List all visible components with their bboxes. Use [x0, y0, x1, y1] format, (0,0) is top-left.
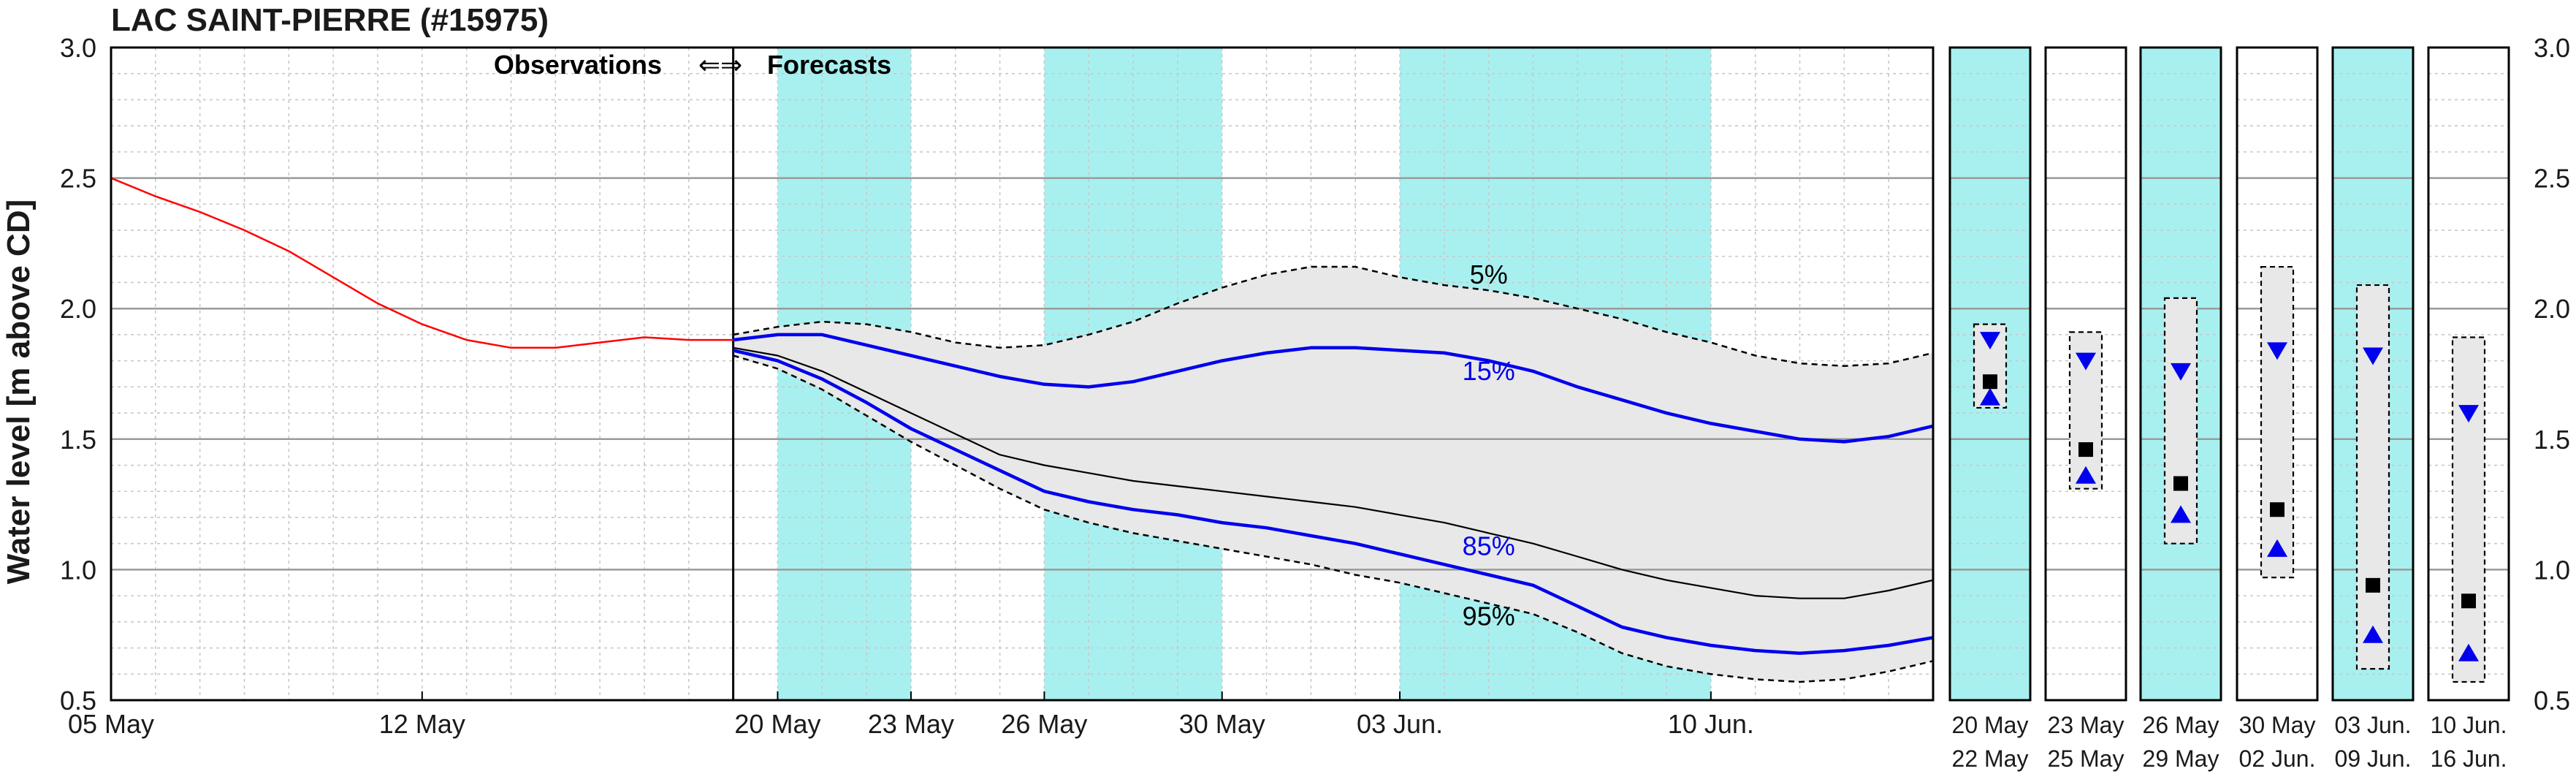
y-tick-label-right: 1.5: [2534, 425, 2570, 455]
divider-labels: Observations ⇐⇒ Forecasts: [494, 50, 891, 80]
panel-start-date: 03 Jun.: [2335, 712, 2412, 738]
panel-median-marker: [2270, 502, 2285, 517]
x-tick-label: 12 May: [379, 709, 465, 739]
y-tick-label-right: 1.0: [2534, 555, 2570, 585]
observations-label: Observations: [494, 50, 662, 80]
y-tick-label-left: 0.5: [60, 686, 96, 716]
line-label-5pct: 5%: [1470, 259, 1508, 289]
panel-range-box: [2355, 284, 2390, 670]
line-label-85pct: 85%: [1463, 531, 1515, 561]
y-tick-label-left: 1.5: [60, 425, 96, 455]
line-label-15pct: 15%: [1463, 356, 1515, 386]
panel-end-date: 16 Jun.: [2431, 745, 2507, 772]
panel-start-date: 20 May: [1952, 712, 2029, 738]
panel-low-marker: [2076, 466, 2096, 484]
weekly-panel-6: 10 Jun. 16 Jun.: [2427, 46, 2510, 772]
x-tick-label: 30 May: [1179, 709, 1265, 739]
panel-median-marker: [2173, 476, 2188, 491]
series-line-15pct: [733, 333, 1933, 444]
weekly-panel-1: 20 May 22 May: [1948, 46, 2032, 772]
y-tick-label-left: 2.5: [60, 164, 96, 194]
weekly-panel-4: 30 May 02 Jun.: [2236, 46, 2319, 772]
y-tick-label-right: 3.0: [2534, 33, 2570, 63]
panel-start-date: 23 May: [2048, 712, 2125, 738]
series-line-median: [733, 346, 1933, 599]
panel-median-marker: [1983, 374, 1997, 390]
panel-end-date: 25 May: [2048, 745, 2125, 772]
panel-end-date: 09 Jun.: [2335, 745, 2412, 772]
x-tick-label: 03 Jun.: [1357, 709, 1443, 739]
panel-high-marker: [1980, 332, 2000, 350]
weekly-panel-5: 03 Jun. 09 Jun.: [2331, 46, 2415, 772]
panel-frame: [2331, 46, 2415, 702]
panel-high-marker: [2171, 363, 2191, 381]
panel-high-marker: [2363, 347, 2383, 365]
y-tick-label-left: 2.0: [60, 294, 96, 324]
series-line-5pct: [733, 265, 1933, 368]
panel-high-marker: [2076, 352, 2096, 371]
panel-start-date: 26 May: [2143, 712, 2219, 738]
line-label-95pct: 95%: [1463, 602, 1515, 631]
forecasts-label: Forecasts: [767, 50, 891, 80]
panel-median-marker: [2078, 442, 2093, 458]
series-line-85pct: [733, 349, 1933, 655]
x-tick-label: 20 May: [734, 709, 820, 739]
x-tick-label: 10 Jun.: [1668, 709, 1754, 739]
panel-start-date: 30 May: [2239, 712, 2316, 738]
panel-frame: [2427, 46, 2510, 702]
divider-arrows: ⇐⇒: [698, 50, 742, 80]
y-tick-label-right: 0.5: [2534, 686, 2570, 716]
panel-median-marker: [2366, 577, 2380, 593]
panel-frame: [2236, 46, 2319, 702]
y-tick-label-left: 1.0: [60, 555, 96, 585]
weekly-panel-2: 23 May 25 May: [2044, 46, 2127, 772]
panel-low-marker: [2363, 625, 2383, 643]
panel-end-date: 29 May: [2143, 745, 2219, 772]
panel-high-marker: [2267, 342, 2287, 360]
panel-frame: [1948, 46, 2032, 702]
series-line-95pct: [733, 354, 1933, 683]
panel-range-box: [2260, 265, 2295, 579]
panel-range-box: [2163, 297, 2198, 545]
y-tick-label-right: 2.5: [2534, 164, 2570, 194]
y-tick-label-right: 2.0: [2534, 294, 2570, 324]
weekly-panels: 20 May 22 May 23 May 25 May 26 May 29 May 30 M…: [1948, 46, 2510, 772]
x-tick-label: 26 May: [1001, 709, 1087, 739]
panel-end-date: 02 Jun.: [2239, 745, 2316, 772]
x-tick-label: 05 May: [68, 709, 154, 739]
panel-low-marker: [2171, 505, 2191, 523]
panel-high-marker: [2458, 405, 2479, 423]
y-axis-label: Water level [m above CD]: [1, 200, 37, 585]
main-plot: 5% 15% 85% 95% 05 May 12 May 20 May 23 May 26 Ma…: [60, 33, 2570, 739]
panel-end-date: 22 May: [1952, 745, 2029, 772]
series-line-observations: [111, 177, 733, 349]
panel-range-box: [2451, 336, 2486, 683]
panel-frame: [2139, 46, 2222, 702]
panel-median-marker: [2461, 593, 2476, 609]
panel-frame: [2044, 46, 2127, 702]
panel-low-marker: [2458, 643, 2479, 661]
main-plot-frame: [110, 46, 1935, 702]
uncertainty-band: [733, 267, 1933, 682]
panel-low-marker: [2267, 539, 2287, 557]
grid: [111, 48, 1933, 700]
x-tick-label: 23 May: [868, 709, 954, 739]
chart-title: LAC SAINT-PIERRE (#15975): [111, 2, 549, 38]
panel-start-date: 10 Jun.: [2431, 712, 2507, 738]
y-tick-label-left: 3.0: [60, 33, 96, 63]
weekly-panel-3: 26 May 29 May: [2139, 46, 2222, 772]
panel-low-marker: [1980, 387, 2000, 406]
